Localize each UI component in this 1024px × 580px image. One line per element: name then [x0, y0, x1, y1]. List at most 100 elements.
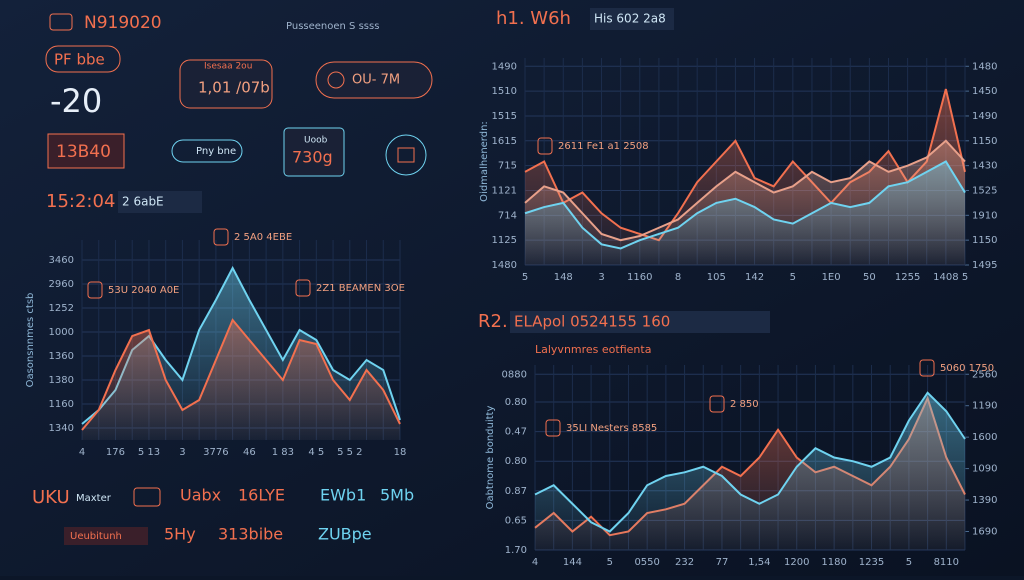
subtitle-box — [510, 311, 770, 333]
x-tick-label: 148 — [554, 272, 573, 283]
x-tick-label: 105 — [707, 272, 726, 283]
chart-title: 15:2:04 — [46, 191, 115, 212]
bubble-value: OU- 7M — [352, 73, 400, 88]
annotation: 35LI Nesters 8585 — [566, 423, 657, 434]
y-tick-label: 3460 — [49, 255, 74, 266]
annotation: 2611 Fe1 a1 2508 — [558, 141, 649, 152]
y-tick-label: 1000 — [49, 327, 74, 338]
x-tick-label: 5 — [790, 272, 796, 283]
y-tick-label: 1340 — [49, 423, 74, 434]
code: N919020 — [84, 13, 162, 33]
x-tick-label: 1E0 — [822, 272, 841, 283]
chart-title: h1. W6h — [496, 8, 571, 29]
icon — [49, 13, 73, 31]
annotation: 53U 2040 A0E — [108, 285, 179, 296]
legend-item: Uabx — [180, 486, 221, 505]
icon — [133, 487, 161, 507]
x-tick-label: 5 — [906, 557, 912, 568]
x-tick-label: 5 — [962, 272, 968, 283]
x-tick-label: 176 — [106, 447, 125, 458]
legend-item: 313bibe — [218, 525, 283, 544]
bubble-value: 1,01 /07b — [198, 79, 270, 97]
x-tick-label: 3 — [179, 447, 185, 458]
x-tick-label: 77 — [716, 557, 729, 568]
button[interactable]: Pny bne — [196, 146, 236, 157]
y2-tick-label: 2560 — [972, 369, 997, 380]
y2-tick-label: 1150 — [972, 235, 997, 246]
y2-tick-label: 1910 — [972, 210, 997, 221]
line — [534, 391, 966, 533]
y2-tick-label: 1430 — [972, 161, 997, 172]
line — [81, 318, 401, 431]
annotation: 2 850 — [730, 399, 759, 410]
legend-item: 5Mb — [380, 486, 414, 505]
bubble — [179, 59, 273, 109]
y-axis-label: Oasonsnnmes ctsb — [25, 293, 36, 388]
annotation-icon — [919, 359, 935, 377]
y2-tick-label: 1190 — [972, 401, 997, 412]
x-tick-label: 1408 — [933, 272, 958, 283]
y-tick-label: 0880 — [502, 369, 527, 380]
x-tick-label: 18 — [394, 447, 407, 458]
x-tick-label: 142 — [745, 272, 764, 283]
x-tick-label: 1,54 — [748, 557, 770, 568]
icon-circle — [385, 134, 427, 176]
y-tick-label: 1515 — [492, 111, 517, 122]
x-tick-label: 4 — [79, 447, 85, 458]
y2-tick-label: 1150 — [972, 136, 997, 147]
y2-tick-label: 1690 — [972, 527, 997, 538]
x-tick-label: 5 — [522, 272, 528, 283]
x-tick-label: 1180 — [821, 557, 846, 568]
y2-tick-label: 1495 — [972, 260, 997, 271]
y2-tick-label: 1600 — [972, 432, 997, 443]
area — [535, 392, 965, 550]
y-tick-label: 1380 — [49, 375, 74, 386]
annotation-icon — [537, 137, 553, 155]
x-tick-label: 1200 — [784, 557, 809, 568]
badge: PF bbe — [54, 51, 105, 69]
annotation: 2Z1 BEAMEN 3OE — [316, 283, 405, 294]
legend-item: EWb1 — [320, 486, 366, 505]
y-axis-label: Oidmalhenerdn: — [479, 121, 490, 202]
legend-item: Maxter — [76, 493, 112, 504]
y-tick-label: 0.47 — [505, 427, 527, 438]
card-small: Uoob — [304, 136, 328, 146]
x-tick-label: 1 83 — [272, 447, 294, 458]
y2-tick-label: 1490 — [972, 111, 997, 122]
legend-item: 5Hy — [164, 525, 196, 544]
legend-item: UKU — [32, 487, 70, 508]
area — [525, 161, 965, 265]
y-tick-label: 1160 — [49, 399, 74, 410]
legend-item: Ueubitunh — [70, 531, 122, 542]
y-tick-label: 0.65 — [505, 515, 527, 526]
y-tick-label: 715 — [498, 161, 517, 172]
bubble-small: Isesaa 2ou — [204, 62, 252, 72]
chart-note: Lalyvnmres eotfienta — [535, 343, 651, 356]
area — [82, 320, 400, 440]
y2-tick-label: 1480 — [972, 61, 997, 72]
value-box — [47, 133, 125, 169]
legend-item: ZUBpe — [318, 525, 372, 544]
x-tick-label: 8110 — [934, 557, 959, 568]
top-label: Pusseenoen S ssss — [286, 21, 379, 32]
x-tick-label: 3776 — [203, 447, 228, 458]
line — [524, 139, 966, 242]
x-tick-label: 50 — [863, 272, 876, 283]
big-value: -20 — [50, 82, 102, 120]
y2-tick-label: 1090 — [972, 464, 997, 475]
y-tick-label: 0.80 — [505, 397, 527, 408]
card — [283, 127, 345, 177]
y2-tick-label: 1450 — [972, 86, 997, 97]
button-box[interactable] — [171, 139, 243, 163]
icon — [327, 71, 345, 89]
line — [524, 88, 966, 242]
y-tick-label: 0.80 — [505, 456, 527, 467]
annotation-icon — [545, 419, 561, 437]
annotation-icon — [295, 279, 311, 297]
y2-tick-label: 1390 — [972, 495, 997, 506]
legend-item: 16LYE — [238, 486, 285, 505]
subtitle-box — [118, 191, 202, 213]
y-tick-label: 1.70 — [505, 545, 527, 556]
x-tick-label: 1160 — [627, 272, 652, 283]
